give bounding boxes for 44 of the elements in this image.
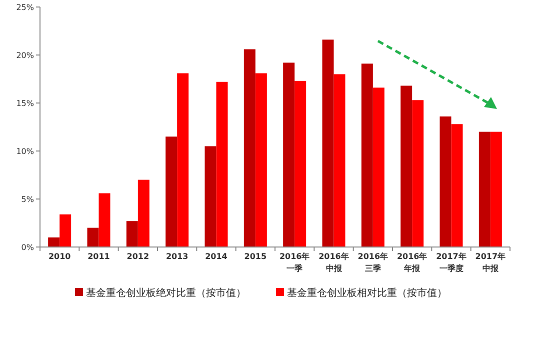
bar <box>440 116 452 247</box>
y-tick-label: 25% <box>16 3 34 12</box>
bar <box>166 136 178 247</box>
y-tick-label: 5% <box>21 195 34 204</box>
bar <box>412 100 424 247</box>
bar <box>126 221 138 247</box>
bar <box>294 80 306 247</box>
x-tick-label: 2016年一季 <box>279 251 310 275</box>
bar <box>48 237 60 247</box>
bar <box>98 193 110 247</box>
bar <box>361 64 373 247</box>
bar <box>283 62 295 247</box>
bar <box>87 228 99 247</box>
bar <box>216 82 228 247</box>
legend-label: 基金重仓创业板相对比重（按市值） <box>287 287 447 299</box>
legend-label: 基金重仓创业板绝对比重（按市值） <box>86 287 246 299</box>
bar <box>490 132 502 247</box>
x-tick-label: 2016年三季 <box>357 251 388 275</box>
bar <box>244 49 256 247</box>
bar <box>138 180 150 247</box>
x-tick-label: 2014 <box>204 251 228 263</box>
bar <box>255 73 267 247</box>
x-tick-label: 2015 <box>243 251 268 263</box>
x-tick-label: 2011 <box>86 251 111 263</box>
bar <box>322 40 334 247</box>
bar <box>204 146 216 247</box>
x-tick-label: 2012 <box>126 251 150 263</box>
x-tick-label: 2013 <box>164 251 190 263</box>
y-tick-label: 20% <box>16 51 34 60</box>
x-tick-label: 2017年一季度 <box>436 251 467 275</box>
y-tick-label: 0% <box>21 243 34 252</box>
bar <box>478 132 490 247</box>
bar <box>372 88 384 247</box>
bar <box>451 124 463 247</box>
x-tick-label: 2017年中报 <box>474 251 506 275</box>
x-tick-label: 2016年中报 <box>318 251 350 275</box>
bar <box>400 86 412 247</box>
bar <box>60 214 72 247</box>
x-tick-label: 2016年年报 <box>396 251 428 275</box>
y-tick-label: 10% <box>16 147 34 156</box>
y-tick-label: 15% <box>16 99 34 108</box>
x-tick-label: 2010 <box>47 251 72 263</box>
bar <box>177 73 189 247</box>
bar <box>334 74 346 247</box>
